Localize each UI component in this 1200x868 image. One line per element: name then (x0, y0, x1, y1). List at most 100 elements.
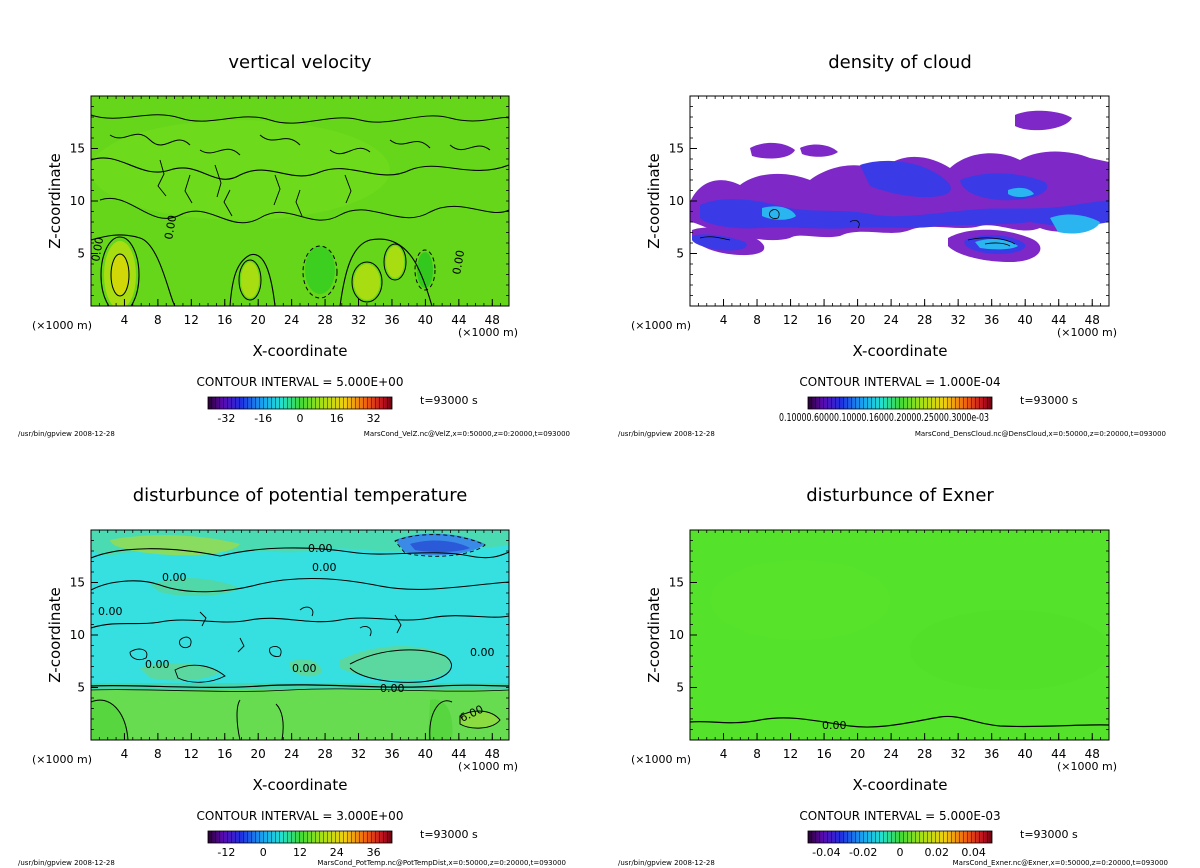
panel-title: vertical velocity (228, 52, 372, 73)
y-tick-label: 10 (70, 194, 85, 208)
time-stamp: t=93000 s (420, 828, 478, 841)
x-tick-label: 20 (251, 747, 266, 761)
footer-left: /usr/bin/gpview 2008-12-28 (618, 430, 715, 438)
x-tick-label: 8 (753, 747, 761, 761)
colorbar-tick-label: 0 (297, 412, 304, 425)
x-tick-label: 16 (217, 313, 232, 327)
y-tick-label: 15 (669, 576, 684, 590)
x-tick-label: 44 (1051, 747, 1066, 761)
colorbar-tick-label: 0 (897, 846, 904, 859)
y-tick-label: 15 (669, 142, 684, 156)
panel-vertical-velocity: vertical velocity 0.00 (18, 52, 570, 438)
contour-label: 0.00 (162, 571, 187, 584)
y-tick-label: 10 (669, 194, 684, 208)
contour-interval: CONTOUR INTERVAL = 5.000E-03 (799, 809, 1000, 823)
y-tick-label: 5 (77, 681, 85, 695)
x-tick-label: 12 (184, 313, 199, 327)
x-tick-label: 44 (451, 313, 466, 327)
y-tick-label: 5 (77, 247, 85, 261)
colorbar-tick-label: 24 (330, 846, 344, 859)
x-tick-label: 44 (1051, 313, 1066, 327)
y-axis-label: Z-coordinate (645, 587, 663, 682)
contour-label: 0.00 (822, 719, 847, 732)
y-tick-label: 10 (669, 628, 684, 642)
colorbar-tick-label: -0.04 (812, 846, 840, 859)
colorbar-tick-label: 32 (367, 412, 381, 425)
colorbar-stripes (808, 397, 992, 409)
x-unit-right: (×1000 m) (458, 326, 518, 339)
contour-label: 0.00 (380, 682, 405, 695)
panel-density-of-cloud: density of cloud 4 8 12 16 20 24 28 32 36 40 44 485… (618, 52, 1166, 438)
plot-field (91, 96, 509, 306)
x-tick-label: 4 (121, 747, 129, 761)
x-tick-label: 36 (384, 747, 399, 761)
x-tick-label: 40 (418, 747, 433, 761)
colorbar-stripes (808, 831, 992, 843)
x-tick-label: 28 (317, 313, 332, 327)
contour-interval: CONTOUR INTERVAL = 3.000E+00 (197, 809, 404, 823)
y-tick-label: 15 (70, 142, 85, 156)
plot-field (690, 96, 1109, 306)
y-tick-label: 15 (70, 576, 85, 590)
contour-interval: CONTOUR INTERVAL = 5.000E+00 (197, 375, 404, 389)
plot-field (690, 530, 1109, 740)
contour-label: 0.00 (145, 658, 170, 671)
colorbar-stripes (208, 831, 392, 843)
y-axis-label: Z-coordinate (46, 587, 64, 682)
colorbar-tick-label: -12 (217, 846, 235, 859)
colorbar-tick-labels: 0.10000.60000.10000.16000.20000.25000.30… (779, 411, 989, 424)
x-tick-label: 24 (883, 313, 898, 327)
colorbar-tick-label: 0.02 (925, 846, 950, 859)
x-tick-label: 20 (251, 313, 266, 327)
footer-right: MarsCond_VelZ.nc@VelZ,x=0:50000,z=0:2000… (364, 430, 570, 438)
x-unit-left: (×1000 m) (32, 753, 92, 766)
colorbar-tick-label: -16 (254, 412, 272, 425)
x-tick-label: 40 (1018, 313, 1033, 327)
x-tick-label: 24 (284, 313, 299, 327)
x-tick-label: 40 (1018, 747, 1033, 761)
colorbar-tick-label: 12 (293, 846, 307, 859)
contour-label: 0.00 (308, 542, 333, 555)
footer-right: MarsCond_Exner.nc@Exner,x=0:50000,z=0:20… (953, 859, 1168, 867)
contour-interval: CONTOUR INTERVAL = 1.000E-04 (799, 375, 1000, 389)
contour-label: 0.00 (162, 214, 179, 240)
x-tick-label: 12 (783, 747, 798, 761)
x-axis-label: X-coordinate (853, 342, 948, 360)
colorbar-tick-label: -0.02 (849, 846, 877, 859)
panel-exner: disturbunce of Exner 0.00 4 8 12 16 20 24 28 32… (618, 485, 1168, 867)
x-unit-left: (×1000 m) (32, 319, 92, 332)
x-tick-label: 16 (816, 313, 831, 327)
footer-left: /usr/bin/gpview 2008-12-28 (18, 859, 115, 867)
x-tick-label: 24 (883, 747, 898, 761)
contour-label: 0.00 (292, 662, 317, 675)
x-tick-label: 36 (984, 313, 999, 327)
time-stamp: t=93000 s (1020, 828, 1078, 841)
x-tick-label: 32 (351, 313, 366, 327)
colorbar-stripes (208, 397, 392, 409)
contour-label: 0.00 (98, 605, 123, 618)
panel-title: disturbunce of potential temperature (133, 485, 468, 506)
x-tick-label: 8 (154, 313, 162, 327)
colorbar-tick-label: 0.04 (961, 846, 986, 859)
x-tick-label: 40 (418, 313, 433, 327)
x-tick-label: 16 (816, 747, 831, 761)
footer-right: MarsCond_PotTemp.nc@PotTempDist,x=0:5000… (317, 859, 566, 867)
panel-title: density of cloud (828, 52, 972, 73)
y-tick-label: 5 (676, 247, 684, 261)
plot-field (91, 530, 509, 740)
x-tick-label: 12 (783, 313, 798, 327)
x-tick-label: 4 (720, 747, 728, 761)
x-tick-label: 48 (1085, 747, 1100, 761)
x-tick-label: 12 (184, 747, 199, 761)
footer-left: /usr/bin/gpview 2008-12-28 (18, 430, 115, 438)
x-tick-label: 28 (317, 747, 332, 761)
x-tick-label: 48 (485, 313, 500, 327)
y-tick-label: 10 (70, 628, 85, 642)
x-tick-label: 44 (451, 747, 466, 761)
x-tick-label: 32 (951, 313, 966, 327)
x-tick-label: 48 (485, 747, 500, 761)
x-tick-label: 32 (351, 747, 366, 761)
colorbar-tick-label: 16 (330, 412, 344, 425)
footer-left: /usr/bin/gpview 2008-12-28 (618, 859, 715, 867)
x-axis-label: X-coordinate (853, 776, 948, 794)
